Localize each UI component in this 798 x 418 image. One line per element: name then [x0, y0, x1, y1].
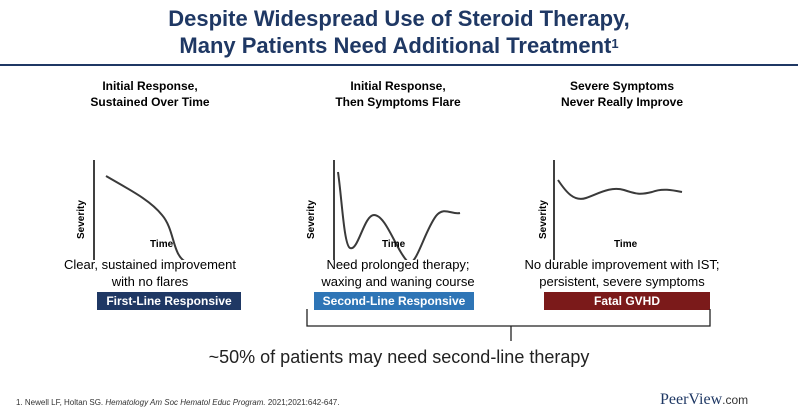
panel-description-line-1: No durable improvement with IST;	[524, 257, 720, 272]
logo-name: PeerView	[660, 391, 723, 408]
reference-details: 2021;2021:642-647.	[267, 398, 340, 407]
y-axis-label: Severity	[76, 200, 87, 239]
x-axis-label: Time	[382, 239, 406, 250]
panel-second-line: Initial Response, Then Symptoms Flare Se…	[288, 78, 508, 310]
panel-description-line-2: with no flares	[111, 274, 189, 289]
reference-authors: 1. Newell LF, Holtan SG.	[16, 398, 104, 407]
severity-plot	[553, 160, 683, 260]
panel-description: No durable improvement with IST; persist…	[512, 256, 732, 290]
title-divider	[0, 64, 798, 66]
panel-heading: Initial Response, Then Symptoms Flare	[288, 78, 508, 110]
bracket-line	[306, 309, 711, 327]
panel-heading-line-2: Sustained Over Time	[90, 95, 210, 109]
y-axis-label: Severity	[306, 200, 317, 239]
panel-description: Clear, sustained improvement with no fla…	[40, 256, 260, 290]
y-axis-label: Severity	[538, 200, 549, 239]
panel-heading-line-1: Severe Symptoms	[569, 79, 675, 93]
severity-curve	[337, 171, 461, 260]
panel-description-line-2: waxing and waning course	[321, 274, 475, 289]
panel-description-line-1: Need prolonged therapy;	[326, 257, 470, 272]
title-line-1: Despite Widespread Use of Steroid Therap…	[168, 6, 630, 31]
panel-description-line-1: Clear, sustained improvement	[64, 257, 236, 272]
title-line-2-text: Many Patients Need Additional Treatment	[179, 33, 612, 58]
severity-plot	[93, 160, 186, 260]
panel-heading: Initial Response, Sustained Over Time	[40, 78, 260, 110]
severity-curve	[557, 179, 683, 200]
panel-heading-line-2: Never Really Improve	[560, 95, 684, 109]
x-axis-label: Time	[614, 239, 638, 250]
fatal-gvhd-badge: Fatal GVHD	[544, 292, 710, 310]
severity-curve	[105, 175, 186, 260]
citation-superscript: 1	[611, 36, 619, 51]
x-axis-label: Time	[150, 239, 174, 250]
reference-journal: Hematology Am Soc Hematol Educ Program.	[105, 398, 266, 407]
first-line-responsive-badge: First-Line Responsive	[97, 292, 241, 310]
panel-fatal: Severe Symptoms Never Really Improve Sev…	[512, 78, 732, 310]
reference-citation: 1. Newell LF, Holtan SG. Hematology Am S…	[16, 398, 339, 407]
second-line-note: ~50% of patients may need second-line th…	[208, 347, 590, 367]
panel-heading-line-2: Then Symptoms Flare	[335, 95, 461, 109]
panel-description-line-2: persistent, severe symptoms	[539, 274, 705, 289]
second-line-responsive-badge: Second-Line Responsive	[314, 292, 474, 310]
panel-heading-line-1: Initial Response,	[102, 79, 198, 93]
slide-title: Despite Widespread Use of Steroid Therap…	[0, 5, 798, 59]
panel-first-line: Initial Response, Sustained Over Time Se…	[40, 78, 260, 310]
panel-heading: Severe Symptoms Never Really Improve	[512, 78, 732, 110]
peerview-logo: PeerView.com	[660, 391, 748, 409]
logo-domain: .com	[722, 393, 749, 407]
panel-description: Need prolonged therapy; waxing and wanin…	[288, 256, 508, 290]
severity-plot	[333, 160, 461, 260]
title-line-2: Many Patients Need Additional Treatment1	[0, 32, 798, 59]
panel-heading-line-1: Initial Response,	[350, 79, 446, 93]
